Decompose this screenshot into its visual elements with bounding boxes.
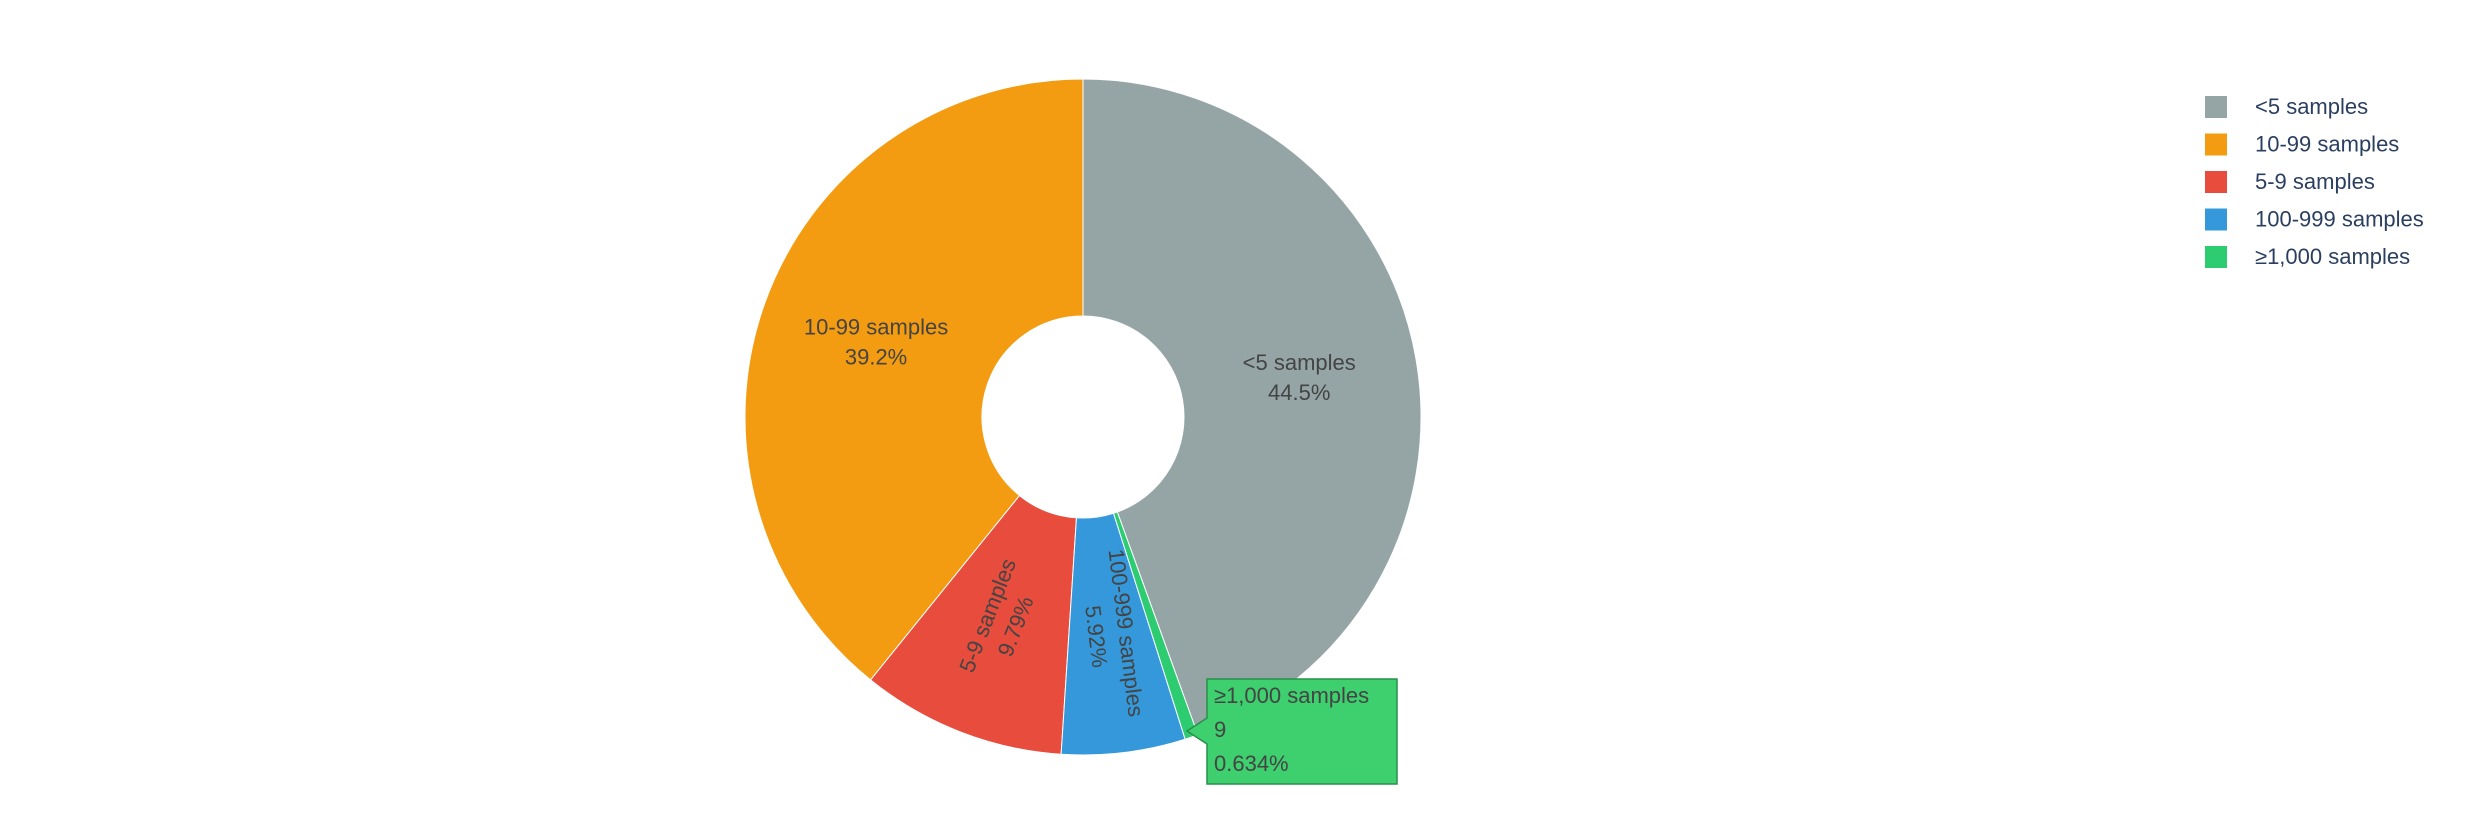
tooltip-label: ≥1,000 samples	[1214, 683, 1369, 708]
legend-swatch	[2205, 133, 2227, 156]
tooltip-count: 9	[1214, 717, 1226, 742]
slice	[1082, 78, 1422, 736]
legend-label: <5 samples	[2255, 94, 2368, 119]
slice-label-value: 39.2%	[845, 345, 907, 370]
legend-swatch	[2205, 171, 2227, 193]
slice	[1112, 511, 1199, 740]
slice-label: 10-99 samples 39.2%	[804, 315, 948, 370]
tooltip-box	[1185, 678, 1398, 785]
legend-label: 10-99 samples	[2255, 131, 2399, 156]
legend-label: ≥1,000 samples	[2255, 244, 2410, 269]
legend-swatch	[2205, 96, 2227, 118]
slice-label: <5 samples 44.5%	[1243, 350, 1356, 405]
legend-swatch	[2205, 208, 2227, 231]
legend-label: 5-9 samples	[2255, 169, 2375, 194]
legend-swatch	[2205, 246, 2227, 268]
hover-tooltip: ≥1,000 samples 9 0.634%	[1185, 678, 1398, 785]
slice-label-name: <5 samples	[1243, 350, 1356, 375]
slice	[744, 78, 1084, 681]
slice-label-name: 10-99 samples	[804, 315, 948, 340]
legend-label: 100-999 samples	[2255, 206, 2424, 231]
tooltip-percent: 0.634%	[1214, 751, 1289, 776]
slice	[1060, 512, 1186, 756]
slice-label-value: 44.5%	[1268, 380, 1330, 405]
slices	[744, 78, 1422, 756]
legend: <5 samples 10-99 samples 5-9 samples 100-99…	[2205, 94, 2424, 269]
slice	[869, 494, 1077, 755]
